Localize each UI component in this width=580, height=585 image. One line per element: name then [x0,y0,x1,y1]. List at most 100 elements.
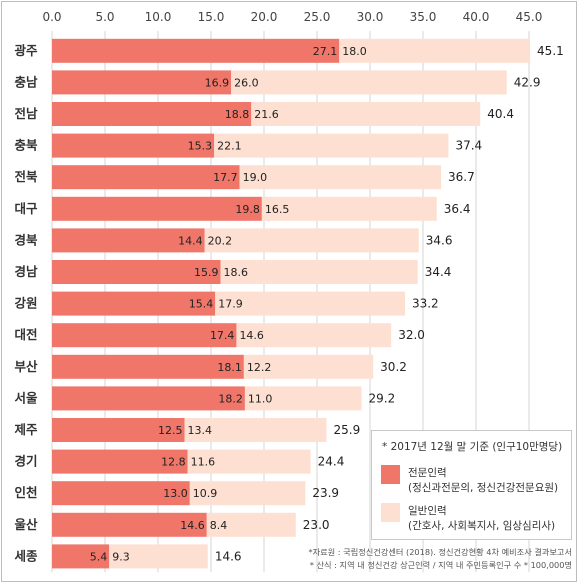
legend-swatch-general [381,503,400,522]
category-label: 경남 [14,264,38,279]
bar-general [239,165,442,190]
x-tick-label: 10.0 [145,10,172,24]
bar-professional [52,291,216,316]
label-total: 24.4 [318,455,345,469]
bar-professional [52,70,232,95]
legend-item-general: 일반인력 (간호사, 사회복지사, 임상심리사) [381,503,571,537]
x-tick-label: 25.0 [304,10,331,24]
label-total: 40.4 [487,107,514,121]
label-total: 25.9 [334,423,361,437]
label-total: 14.6 [215,549,242,563]
label-general: 12.2 [247,361,271,374]
bar-professional [52,481,190,506]
bar-professional [52,228,205,253]
label-professional: 14.4 [178,234,203,247]
label-general: 20.2 [208,234,233,247]
category-label: 울산 [14,517,38,532]
bar-professional [52,512,207,537]
x-tick-label: 5.0 [95,10,114,24]
bar-general [184,418,327,442]
label-total: 45.1 [537,44,564,58]
bar-general [339,38,531,63]
data-labels: 27.1 18.0 45.1 16.9 26.0 42.9 18.8 21.6 40.4 15.3… [90,44,564,564]
legend-label-professional: 전문인력 [408,467,447,479]
bar-general [244,386,362,411]
label-professional: 18.1 [217,361,242,374]
label-total: 42.9 [514,75,541,89]
label-general: 22.1 [217,140,242,153]
label-total: 34.6 [426,233,453,247]
label-general: 9.3 [112,550,129,563]
label-professional: 16.9 [205,76,230,89]
label-total: 30.2 [380,360,407,374]
bar-professional [52,323,237,348]
legend-desc-general: (간호사, 사회복지사, 임상심리사) [408,520,556,532]
label-professional: 17.7 [213,171,238,184]
bar-professional [52,133,215,158]
bar-professional [52,449,188,474]
bar-professional [52,544,110,569]
legend-label-general: 일반인력 [408,505,447,517]
label-general: 19.0 [243,171,268,184]
legend-desc-professional: (정신과전문의, 정신건강전문요원) [408,482,559,494]
label-general: 16.5 [265,203,290,216]
bar-general [204,228,419,253]
label-total: 34.4 [425,265,452,279]
bar-general [215,291,405,316]
bar-professional [52,354,244,379]
label-total: 23.0 [303,518,330,532]
category-label: 충북 [14,138,38,153]
label-professional: 18.2 [218,392,243,405]
x-tick-label: 30.0 [357,10,384,24]
label-professional: 13.0 [163,487,188,500]
bar-professional [52,418,185,442]
label-general: 18.6 [224,266,249,279]
label-general: 21.6 [254,108,279,121]
label-general: 11.6 [191,456,216,469]
label-general: 8.4 [210,519,228,532]
label-total: 36.4 [444,202,471,216]
bar-general [206,512,296,537]
category-label: 인천 [14,485,37,500]
label-total: 32.0 [398,328,425,342]
label-professional: 15.9 [194,266,219,279]
bar-general [261,196,437,221]
label-professional: 27.1 [313,45,338,58]
category-label: 광주 [14,43,38,58]
x-tick-label: 20.0 [251,10,278,24]
label-general: 17.9 [218,298,243,311]
label-total: 36.7 [448,170,475,184]
bar-professional [52,386,245,411]
label-professional: 18.8 [225,108,250,121]
label-professional: 14.6 [180,519,205,532]
legend-note: * 2017년 12월 말 기준 (인구10만명당) [382,441,563,453]
bar-professional [52,196,262,221]
category-label: 경기 [14,454,37,469]
bar-general [187,449,311,474]
category-label: 대구 [14,201,38,216]
source-notes: *자료원 : 국립정신건강센터 (2018). 정신건강현황 4차 예비조사 결… [290,546,573,572]
label-professional: 12.8 [161,456,186,469]
x-tick-label: 40.0 [463,10,490,24]
bar-general [214,133,449,158]
label-professional: 17.4 [210,329,235,342]
category-label: 강원 [14,296,37,311]
label-general: 18.0 [342,45,367,58]
label-general: 11.0 [248,392,272,405]
label-professional: 19.8 [235,203,260,216]
category-label: 서울 [14,390,38,405]
x-tick-label: 45.0 [516,10,543,24]
label-general: 10.9 [193,487,218,500]
label-professional: 15.3 [188,140,213,153]
x-tick-label: 0.0 [42,10,61,24]
bar-professional [52,38,340,63]
source-note-1: *자료원 : 국립정신건강센터 (2018). 정신건강현황 4차 예비조사 결… [308,547,573,557]
bars [52,38,531,569]
bar-professional [52,102,252,126]
label-professional: 15.4 [189,298,214,311]
bar-professional [52,260,221,284]
label-general: 14.6 [239,329,264,342]
bar-general [189,481,306,506]
